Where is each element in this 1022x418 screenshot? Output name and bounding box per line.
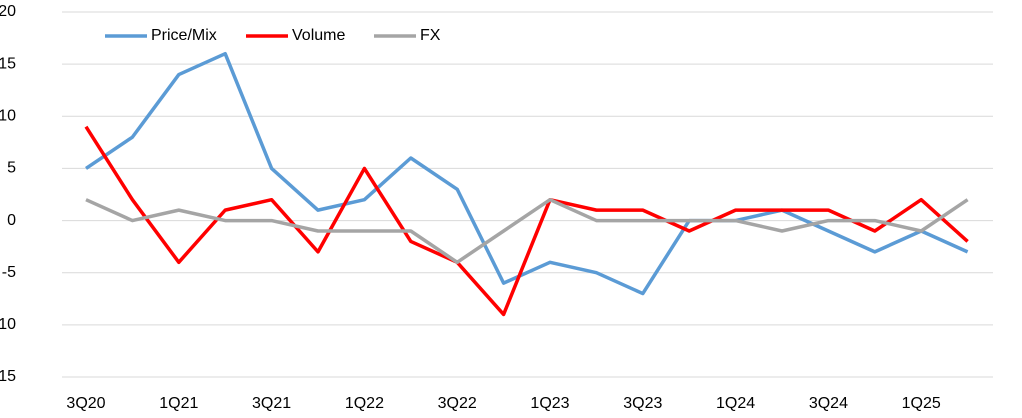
x-tick-label: 1Q21 xyxy=(159,395,198,412)
x-tick-label: 1Q24 xyxy=(716,395,755,412)
x-tick-label: 1Q23 xyxy=(530,395,569,412)
y-tick-label: 20 xyxy=(0,3,16,20)
y-tick-label: 10 xyxy=(0,108,16,125)
line xyxy=(85,197,969,265)
x-tick-label: 1Q22 xyxy=(345,395,384,412)
legend-label: FX xyxy=(420,27,441,44)
y-tick-label: -5 xyxy=(2,264,16,281)
x-tick-label: 1Q25 xyxy=(902,395,941,412)
y-tick-label: 15 xyxy=(0,55,16,72)
y-tick-label: 5 xyxy=(7,160,16,177)
y-tick-label: -10 xyxy=(0,316,16,333)
x-tick-label: 3Q21 xyxy=(252,395,291,412)
y-tick-label: -15 xyxy=(0,368,16,385)
x-tick-label: 3Q22 xyxy=(438,395,477,412)
legend-label: Volume xyxy=(292,27,345,44)
y-tick-label: 0 xyxy=(7,212,16,229)
x-tick-label: 3Q20 xyxy=(66,395,105,412)
line xyxy=(84,125,969,317)
line xyxy=(85,51,969,296)
legend-label: Price/Mix xyxy=(151,27,217,44)
x-tick-label: 3Q24 xyxy=(809,395,848,412)
x-tick-label: 3Q23 xyxy=(623,395,662,412)
